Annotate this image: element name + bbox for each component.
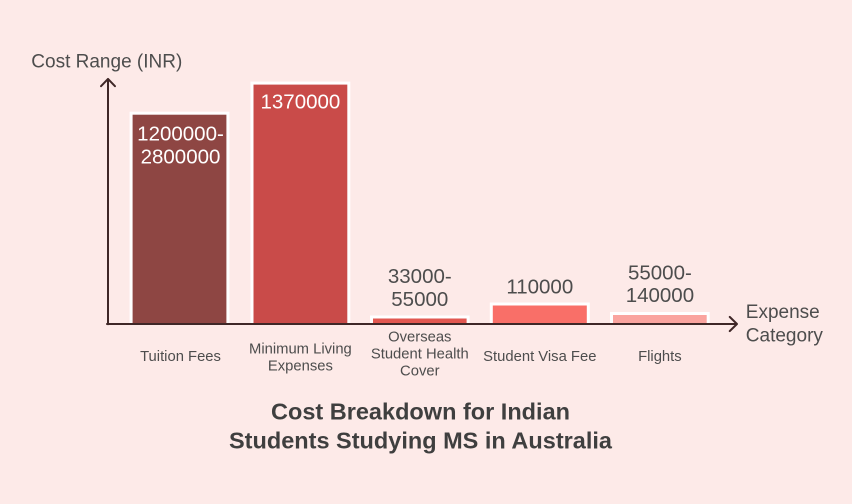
svg-text:Overseas: Overseas [388, 329, 451, 345]
svg-text:Flights: Flights [638, 349, 682, 365]
svg-text:Students Studying MS in Austra: Students Studying MS in Australia [229, 427, 613, 453]
svg-text:Minimum Living: Minimum Living [249, 341, 352, 357]
svg-text:Category: Category [746, 326, 824, 347]
svg-text:110000: 110000 [506, 276, 573, 299]
svg-text:Expenses: Expenses [268, 358, 333, 374]
svg-text:Cost Range (INR): Cost Range (INR) [31, 52, 182, 73]
svg-text:1370000: 1370000 [260, 90, 340, 113]
svg-text:55000-: 55000- [628, 262, 692, 285]
svg-text:Cover: Cover [400, 363, 440, 379]
svg-text:Expense: Expense [746, 302, 820, 323]
svg-text:Student Visa Fee: Student Visa Fee [483, 349, 596, 365]
svg-text:140000: 140000 [626, 284, 694, 307]
svg-text:33000-: 33000- [388, 265, 452, 288]
svg-text:1200000-: 1200000- [137, 122, 224, 145]
svg-text:Tuition Fees: Tuition Fees [140, 349, 221, 365]
svg-text:Cost Breakdown for Indian: Cost Breakdown for Indian [271, 399, 570, 425]
svg-text:2800000: 2800000 [141, 145, 221, 168]
svg-text:Student Health: Student Health [371, 346, 469, 362]
svg-text:55000: 55000 [391, 288, 448, 311]
